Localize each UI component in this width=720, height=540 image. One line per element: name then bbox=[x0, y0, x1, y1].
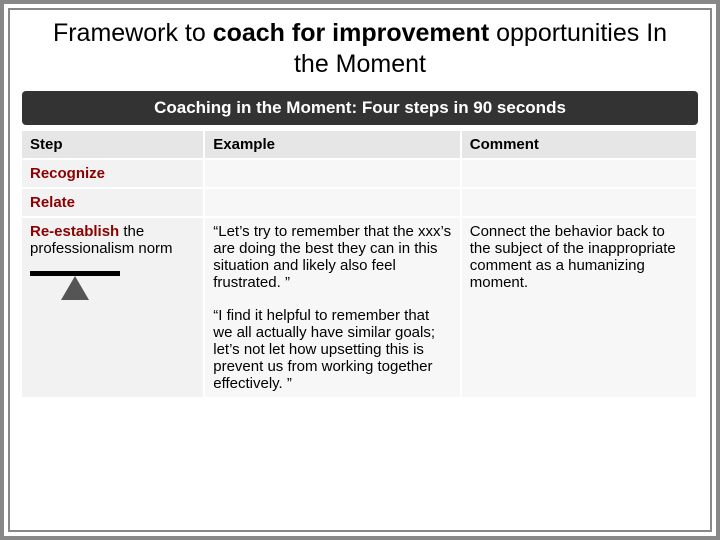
balance-scale-icon bbox=[30, 267, 120, 311]
step-reestablish: Re-establish the professionalism norm bbox=[22, 217, 204, 398]
col-header-step: Step bbox=[22, 131, 204, 159]
slide-title: Framework to coach for improvement oppor… bbox=[10, 10, 710, 91]
example-relate bbox=[204, 188, 461, 217]
step-relate: Relate bbox=[22, 188, 204, 217]
table-row-reestablish: Re-establish the professionalism norm “L… bbox=[22, 217, 697, 398]
table-row-relate: Relate bbox=[22, 188, 697, 217]
example-reestablish: “Let’s try to remember that the xxx’s ar… bbox=[204, 217, 461, 398]
col-header-comment: Comment bbox=[461, 131, 697, 159]
comment-relate bbox=[461, 188, 697, 217]
table-container: Step Example Comment Recognize Relate bbox=[10, 125, 710, 531]
coaching-table: Step Example Comment Recognize Relate bbox=[22, 131, 698, 399]
step-recognize: Recognize bbox=[22, 159, 204, 188]
step-reestablish-bold: Re-establish bbox=[30, 223, 119, 240]
comment-recognize bbox=[461, 159, 697, 188]
section-banner: Coaching in the Moment: Four steps in 90… bbox=[22, 91, 698, 125]
title-part1: Framework to bbox=[53, 19, 213, 47]
table-header-row: Step Example Comment bbox=[22, 131, 697, 159]
table-row-recognize: Recognize bbox=[22, 159, 697, 188]
comment-reestablish: Connect the behavior back to the subject… bbox=[461, 217, 697, 398]
col-header-example: Example bbox=[204, 131, 461, 159]
title-part2: coach for improvement bbox=[213, 19, 489, 47]
slide-outer-border: Framework to coach for improvement oppor… bbox=[0, 0, 720, 540]
example-quote-1: “Let’s try to remember that the xxx’s ar… bbox=[213, 223, 452, 291]
slide-inner-border: Framework to coach for improvement oppor… bbox=[8, 8, 712, 532]
scale-fulcrum bbox=[61, 276, 89, 300]
example-recognize bbox=[204, 159, 461, 188]
example-quote-2: “I find it helpful to remember that we a… bbox=[213, 307, 452, 392]
